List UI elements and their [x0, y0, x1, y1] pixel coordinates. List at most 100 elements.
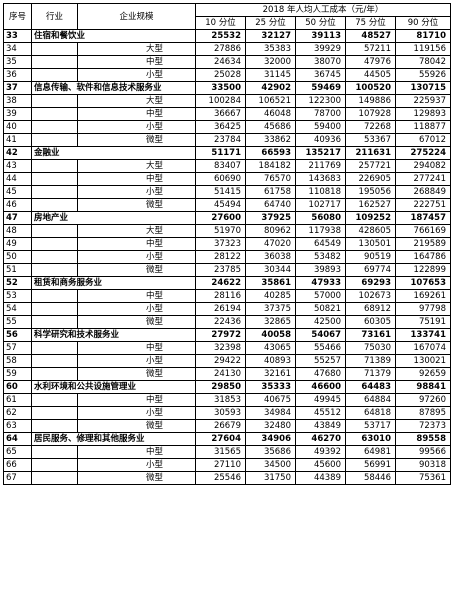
value-cell: 24634	[195, 55, 246, 69]
industry-name: 房地产业	[31, 211, 196, 225]
value-cell: 27886	[195, 42, 246, 56]
header-row-1: 序号 行业 企业规模 2018 年人均人工成本（元/年）	[3, 3, 451, 30]
industry-blank	[31, 94, 78, 108]
value-cell: 53717	[345, 419, 396, 433]
industry-blank	[31, 354, 78, 368]
value-cell: 89558	[395, 432, 451, 446]
value-cell: 92659	[395, 367, 451, 381]
row-seq: 56	[3, 328, 32, 342]
row-seq: 53	[3, 289, 32, 303]
value-cell: 49945	[295, 393, 346, 407]
row-seq: 67	[3, 471, 32, 485]
value-cell: 149886	[345, 94, 396, 108]
industry-blank	[31, 250, 78, 264]
value-cell: 143683	[295, 172, 346, 186]
value-cell: 110818	[295, 185, 346, 199]
value-cell: 55257	[295, 354, 346, 368]
value-cell: 39929	[295, 42, 346, 56]
enterprise-size: 中型	[77, 393, 196, 407]
value-cell: 28122	[195, 250, 246, 264]
value-cell: 76570	[245, 172, 296, 186]
value-cell: 34500	[245, 458, 296, 472]
row-seq: 55	[3, 315, 32, 329]
industry-blank	[31, 172, 78, 186]
value-cell: 26679	[195, 419, 246, 433]
value-cell: 40936	[295, 133, 346, 147]
value-cell: 47680	[295, 367, 346, 381]
industry-blank	[31, 185, 78, 199]
value-cell: 130021	[395, 354, 451, 368]
value-cell: 36667	[195, 107, 246, 121]
value-cell: 100284	[195, 94, 246, 108]
industry-blank	[31, 263, 78, 277]
row-seq: 40	[3, 120, 32, 134]
industry-blank	[31, 107, 78, 121]
labor-cost-table: 序号 行业 企业规模 2018 年人均人工成本（元/年） 10 分位 25 分位…	[3, 3, 451, 485]
industry-blank	[31, 458, 78, 472]
value-cell: 51171	[195, 146, 246, 160]
enterprise-size: 微型	[77, 471, 196, 485]
value-cell: 78700	[295, 107, 346, 121]
enterprise-size: 中型	[77, 55, 196, 69]
value-cell: 122899	[395, 263, 451, 277]
value-cell: 766169	[395, 224, 451, 238]
value-cell: 35686	[245, 445, 296, 459]
value-cell: 25546	[195, 471, 246, 485]
value-cell: 45686	[245, 120, 296, 134]
value-cell: 122300	[295, 94, 346, 108]
value-cell: 133741	[395, 328, 451, 342]
value-cell: 268849	[395, 185, 451, 199]
value-cell: 37323	[195, 237, 246, 251]
header-seq: 序号	[3, 3, 32, 30]
value-cell: 40675	[245, 393, 296, 407]
header-p25: 25 分位	[245, 16, 296, 30]
enterprise-size: 微型	[77, 419, 196, 433]
value-cell: 46270	[295, 432, 346, 446]
row-seq: 66	[3, 458, 32, 472]
value-cell: 42500	[295, 315, 346, 329]
value-cell: 59400	[295, 120, 346, 134]
value-cell: 43849	[295, 419, 346, 433]
size-row: 65 中型 31565 35686 49392 64981 99566	[3, 445, 451, 459]
value-cell: 34906	[245, 432, 296, 446]
size-row: 54 小型 26194 37375 50821 68912 97798	[3, 302, 451, 316]
industry-blank	[31, 133, 78, 147]
size-row: 53 中型 28116 40285 57000 102673 169261	[3, 289, 451, 303]
value-cell: 27604	[195, 432, 246, 446]
value-cell: 45512	[295, 406, 346, 420]
table-body: 33 住宿和餐饮业 25532 32127 39113 48527 81710 34 大型 278…	[3, 29, 451, 485]
value-cell: 48527	[345, 29, 396, 43]
enterprise-size: 大型	[77, 224, 196, 238]
industry-blank	[31, 42, 78, 56]
size-row: 49 中型 37323 47020 64549 130501 219589	[3, 237, 451, 251]
value-cell: 35861	[245, 276, 296, 290]
value-cell: 135217	[295, 146, 346, 160]
industry-blank	[31, 471, 78, 485]
industry-blank	[31, 224, 78, 238]
value-cell: 60305	[345, 315, 396, 329]
value-cell: 63010	[345, 432, 396, 446]
enterprise-size: 大型	[77, 94, 196, 108]
value-cell: 58446	[345, 471, 396, 485]
value-cell: 102673	[345, 289, 396, 303]
enterprise-size: 微型	[77, 315, 196, 329]
value-cell: 118877	[395, 120, 451, 134]
enterprise-size: 微型	[77, 133, 196, 147]
value-cell: 73161	[345, 328, 396, 342]
size-row: 55 微型 22436 32865 42500 60305 75191	[3, 315, 451, 329]
value-cell: 257721	[345, 159, 396, 173]
value-cell: 98841	[395, 380, 451, 394]
enterprise-size: 小型	[77, 302, 196, 316]
value-cell: 26194	[195, 302, 246, 316]
value-cell: 75030	[345, 341, 396, 355]
value-cell: 80962	[245, 224, 296, 238]
value-cell: 90519	[345, 250, 396, 264]
enterprise-size: 中型	[77, 289, 196, 303]
value-cell: 83407	[195, 159, 246, 173]
industry-name: 住宿和餐饮业	[31, 29, 196, 43]
row-seq: 63	[3, 419, 32, 433]
row-seq: 49	[3, 237, 32, 251]
value-cell: 39893	[295, 263, 346, 277]
value-cell: 275224	[395, 146, 451, 160]
size-row: 67 微型 25546 31750 44389 58446 75361	[3, 471, 451, 485]
